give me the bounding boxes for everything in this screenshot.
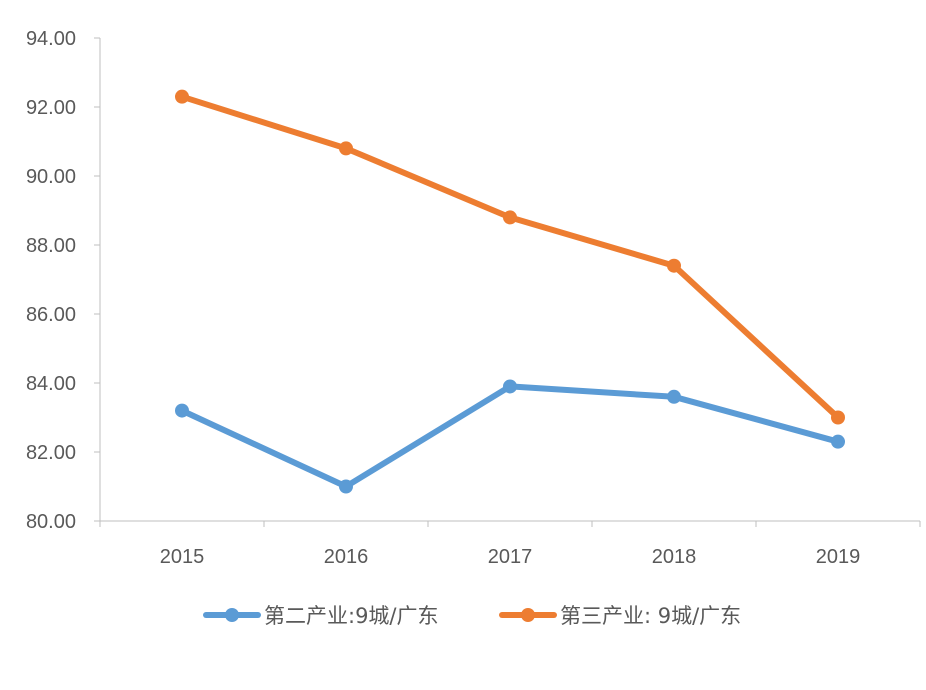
y-tick-label: 84.00 [26,373,76,395]
y-tick-label: 92.00 [26,97,76,119]
legend-item: 第三产业: 9城/广东 [499,604,741,628]
legend-item: 第二产业:9城/广东 [203,604,439,628]
data-point [339,479,353,494]
x-tick-label: 2018 [652,546,697,568]
data-point [831,410,845,425]
series-line [179,93,841,421]
y-tick-label: 82.00 [26,442,76,464]
legend-swatch-marker [521,608,535,622]
data-point [175,403,189,418]
y-tick-label: 90.00 [26,166,76,188]
y-axis: 80.00 82.00 84.00 86.00 88.00 90.00 92.00 94.00 [26,28,101,533]
y-tick-label: 86.00 [26,304,76,326]
series-2 [175,89,845,425]
y-tick-label: 94.00 [26,28,76,50]
legend-label: 第二产业:9城/广东 [264,604,439,628]
series-1 [175,379,845,494]
series-layer [175,89,845,494]
legend: 第二产业:9城/广东 第三产业: 9城/广东 [203,604,741,628]
data-point [503,379,517,394]
y-tick-label: 88.00 [26,235,76,257]
data-point [667,258,681,273]
data-point [175,89,189,104]
x-axis: 2015 2016 2017 2018 2019 [99,520,921,568]
x-tick-label: 2017 [488,546,533,568]
legend-swatch-marker [225,608,239,622]
data-point [831,434,845,449]
data-point [667,389,681,404]
data-point [503,210,517,225]
x-tick-label: 2019 [816,546,861,568]
x-tick-label: 2015 [160,546,205,568]
legend-label: 第三产业: 9城/广东 [560,604,741,628]
series-line [179,383,841,490]
y-tick-label: 80.00 [26,511,76,533]
x-tick-label: 2016 [324,546,369,568]
data-point [339,141,353,156]
